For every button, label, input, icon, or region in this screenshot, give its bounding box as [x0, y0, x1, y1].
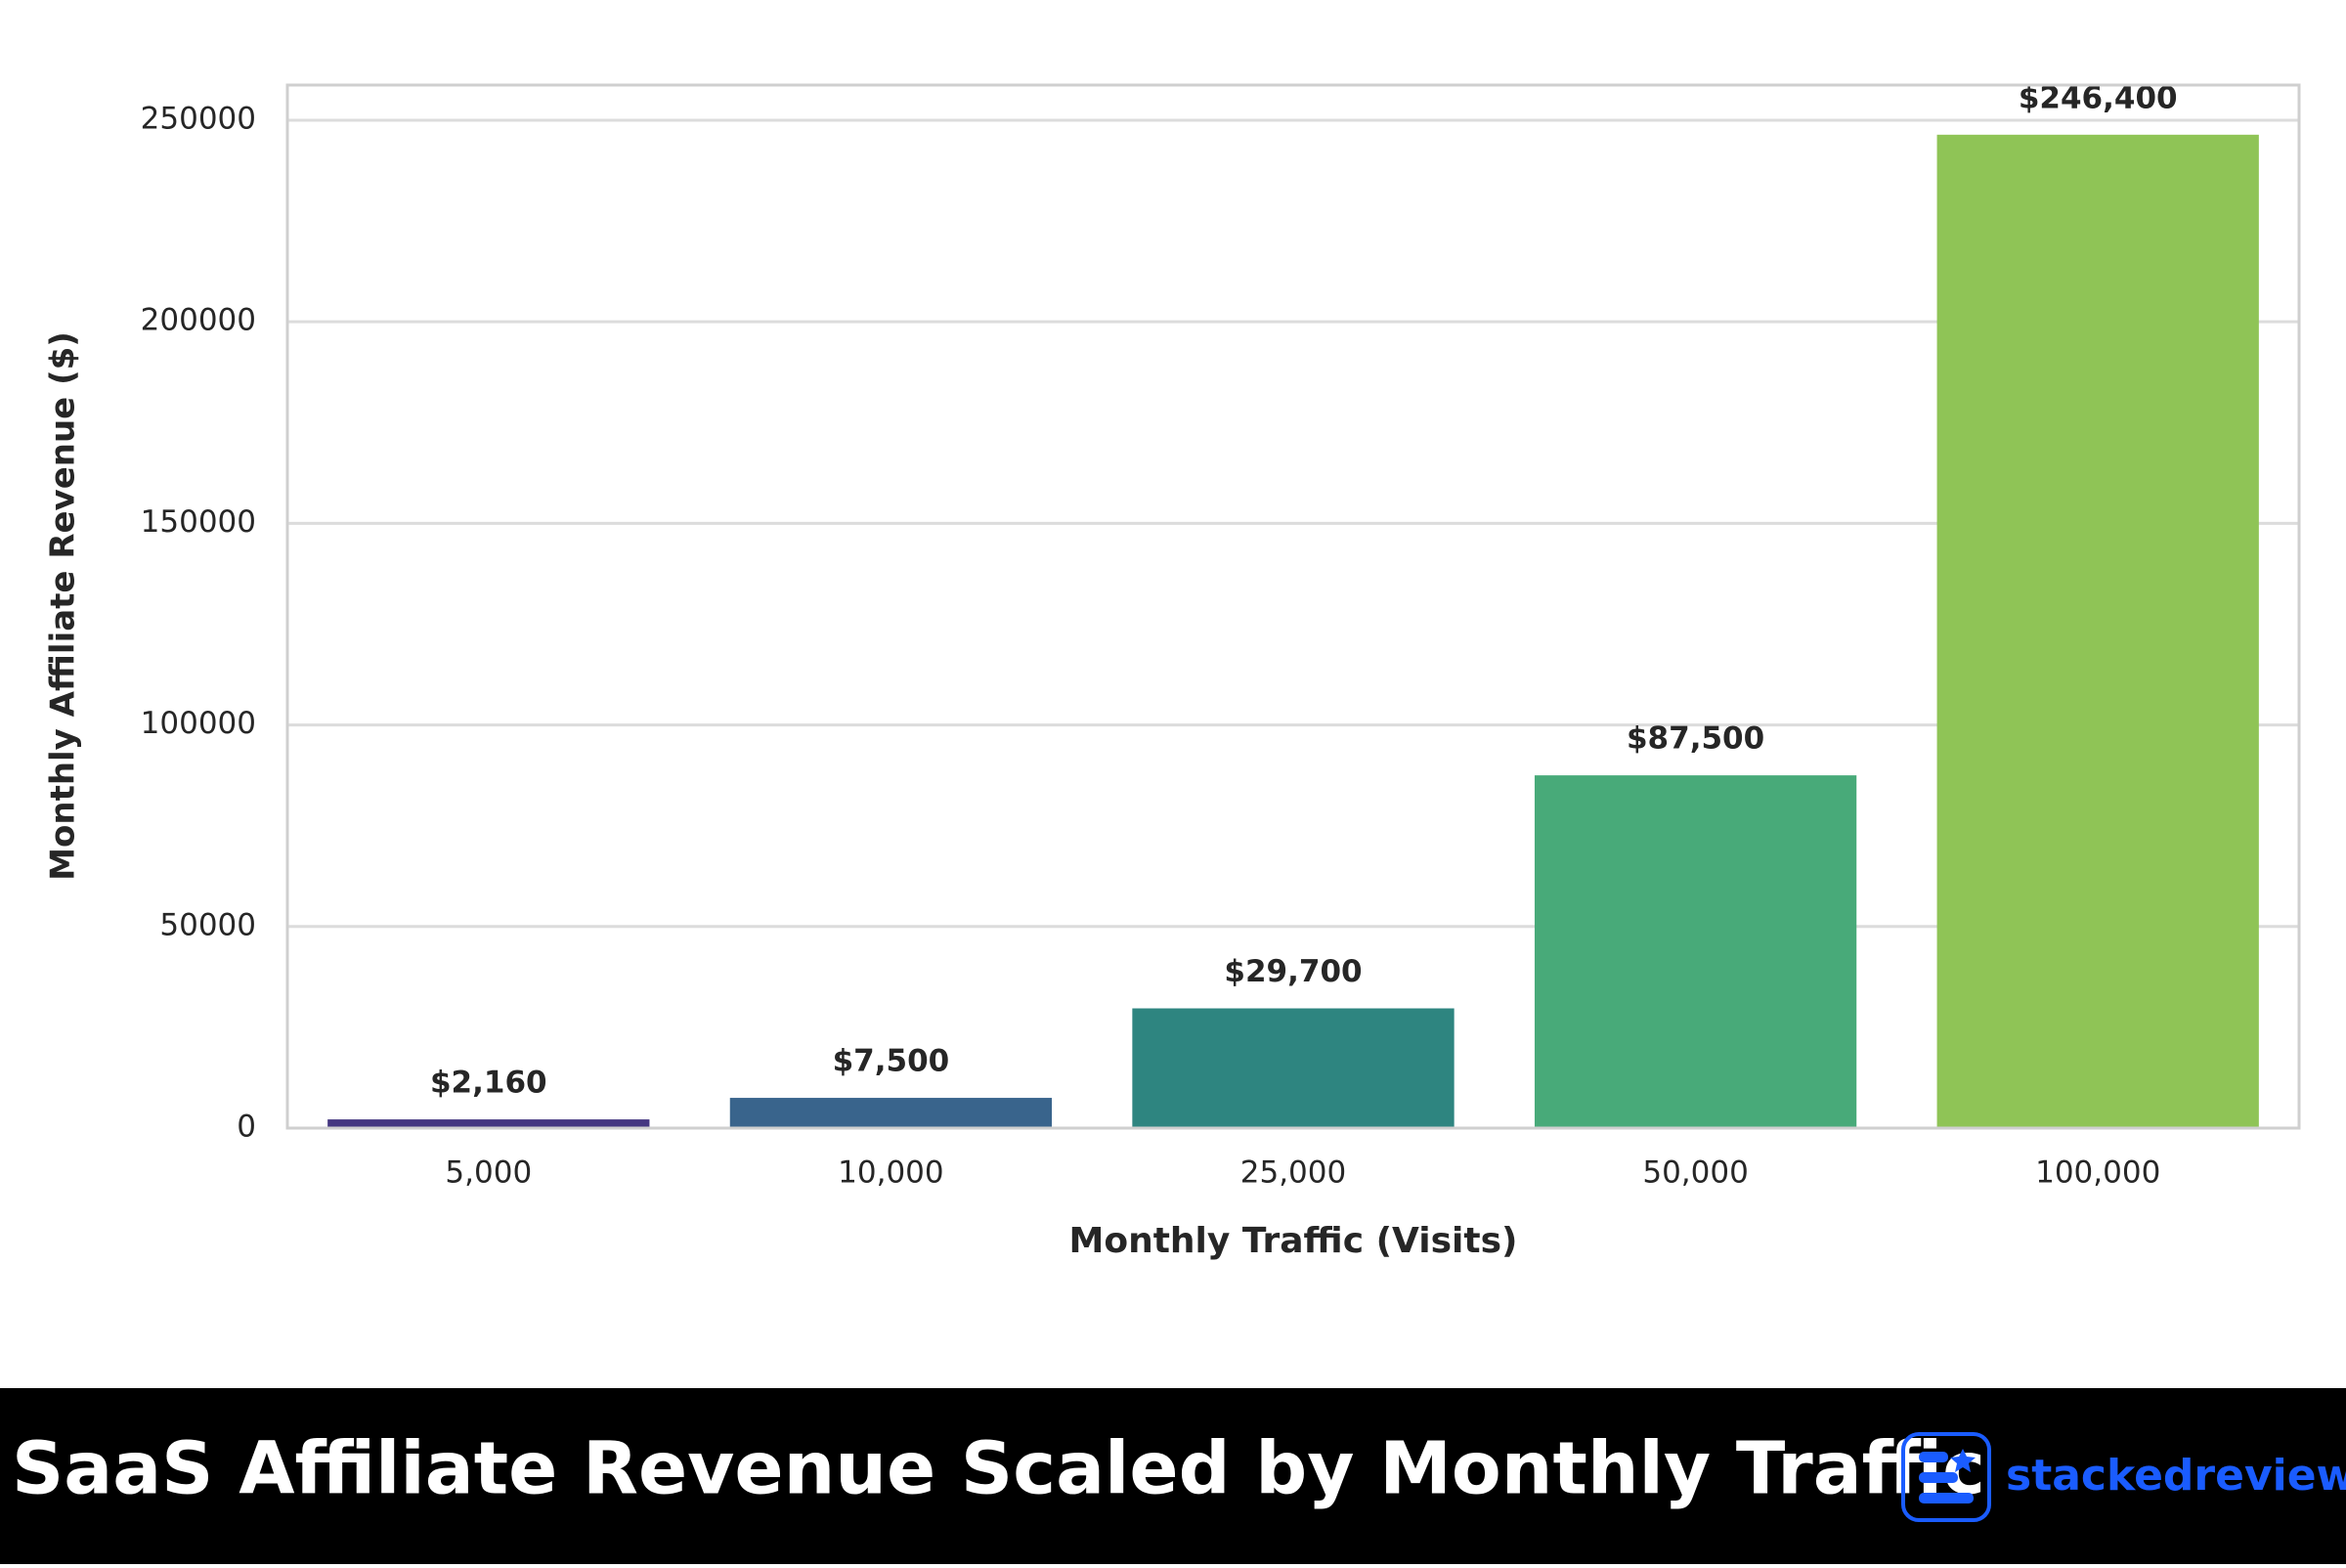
bar — [729, 1098, 1053, 1128]
y-tick-label: 0 — [237, 1110, 256, 1145]
y-tick-label: 150000 — [141, 504, 256, 540]
y-axis-label: Monthly Affiliate Revenue ($) — [44, 331, 83, 881]
y-tick-label: 250000 — [141, 101, 256, 136]
value-label: $87,500 — [1627, 721, 1764, 757]
x-tick-label: 10,000 — [838, 1155, 943, 1191]
footer-brand: stackedreview — [2006, 1451, 2346, 1501]
y-tick-label: 50000 — [159, 907, 256, 942]
brand-logo — [1901, 1432, 1991, 1522]
bar — [1534, 775, 1857, 1128]
footer-caption: SaaS Affiliate Revenue Scaled by Monthly… — [12, 1427, 1985, 1511]
value-label: $7,500 — [833, 1044, 950, 1079]
y-tick-label: 100000 — [141, 706, 256, 741]
value-label: $29,700 — [1224, 954, 1362, 989]
x-tick-label: 25,000 — [1240, 1155, 1346, 1191]
bar — [1936, 134, 2259, 1129]
x-tick-label: 50,000 — [1642, 1155, 1748, 1191]
x-tick-label: 5,000 — [445, 1155, 532, 1191]
value-label: $2,160 — [430, 1066, 547, 1101]
x-axis-label: Monthly Traffic (Visits) — [1069, 1221, 1518, 1261]
bar — [327, 1119, 650, 1128]
bar — [1132, 1008, 1455, 1128]
plot-frame — [285, 83, 2301, 1130]
x-tick-label: 100,000 — [2035, 1155, 2160, 1191]
y-tick-label: 200000 — [141, 303, 256, 338]
